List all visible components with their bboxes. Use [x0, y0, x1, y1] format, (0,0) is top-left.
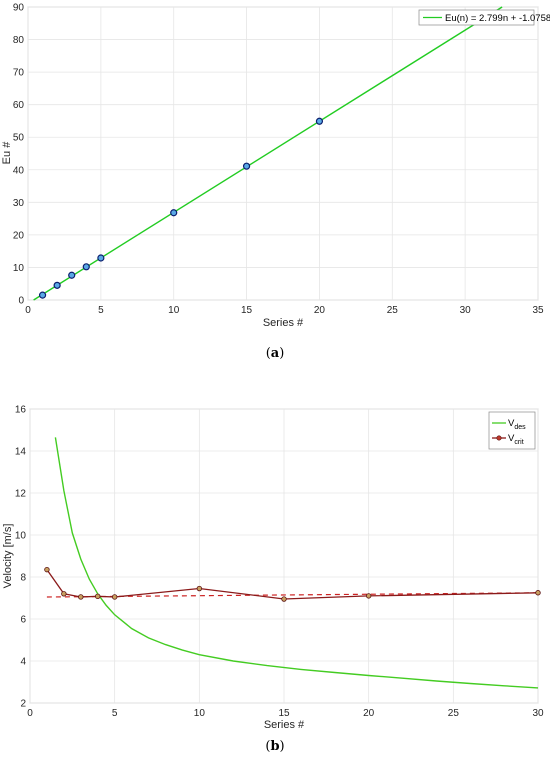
- panel-b-y-tick-label: 8: [20, 573, 26, 584]
- panel-a-y-tick-label: 10: [13, 263, 25, 274]
- panel-b-y-tick-label: 14: [15, 447, 27, 458]
- panel-a-eu-chart: 0 5 10 15 20 25 30 35 0 10 20 30 40 50 60 70 80 90 Series…: [1, 3, 550, 362]
- panel-b-y-tick-label: 12: [15, 489, 27, 500]
- panel-b-y-axis-label: Velocity [m/s]: [2, 524, 14, 589]
- panel-a-legend-fit-label: Eu(n) = 2.799n + -1.0758: [445, 13, 550, 24]
- panel-b-marks: [44, 437, 541, 689]
- panel-b-y-tick-label: 2: [20, 699, 26, 710]
- panel-b-vcrit-point: [95, 593, 101, 600]
- panel-a-legend-box: [418, 9, 535, 26]
- panel-b-y-tick-label: 6: [20, 615, 26, 626]
- panel-a-data-point: [68, 271, 76, 279]
- panel-b-x-tick-label: 25: [448, 708, 460, 719]
- panel-b-x-axis-label: Series #: [264, 719, 305, 731]
- panel-a-caption-letter: a: [271, 346, 280, 361]
- panel-b-caption-close: ): [280, 739, 285, 754]
- panel-a-y-tick-label: 40: [13, 165, 25, 176]
- panel-b-y-tick-label: 4: [20, 657, 26, 668]
- panel-a-data-point: [38, 291, 47, 299]
- panel-b-vcrit-point: [78, 594, 84, 600]
- panel-b-vdes-curve: [54, 437, 539, 689]
- panel-b-caption-open: (: [265, 739, 270, 754]
- panel-a-data-point: [242, 162, 251, 170]
- panel-b-legend-box: [488, 411, 536, 450]
- panel-a-x-tick-label: 20: [314, 305, 326, 316]
- panel-b-vcrit-trend-line: [46, 592, 539, 598]
- panel-b-legend-vcrit-sub: crit: [514, 439, 523, 446]
- panel-b-vcrit-point: [281, 596, 287, 602]
- panel-b-x-tick-label: 5: [112, 708, 118, 719]
- panel-b-legend-vdes-label: Vdes: [508, 418, 526, 431]
- panel-a-x-tick-label: 30: [460, 305, 472, 316]
- panel-a-x-tick-label: 5: [98, 305, 104, 316]
- panel-b-vcrit-point: [61, 591, 67, 597]
- panel-b-legend-vdes-main: V: [508, 418, 515, 429]
- panel-b-vcrit-point: [535, 590, 541, 596]
- panel-b-x-tick-label: 0: [27, 708, 33, 719]
- panel-a-y-axis-label: Eu #: [1, 141, 13, 165]
- panel-a-y-tick-label: 70: [13, 68, 25, 79]
- panel-b-x-tick-label: 20: [363, 708, 375, 719]
- panel-a-x-tick-label: 10: [168, 305, 180, 316]
- panel-b-vcrit-point: [196, 585, 203, 592]
- panel-b-legend-vdes-sub: des: [514, 424, 526, 431]
- panel-a-y-tick-label: 20: [13, 230, 25, 241]
- panel-a-caption-close: ): [279, 346, 284, 361]
- panel-b-vcrit-point: [365, 593, 372, 599]
- panel-b-velocity-chart: 0 5 10 15 20 25 30 2 4 6 8 10 12 14 16 Series # Veloci…: [2, 405, 544, 755]
- panel-a-data-point: [170, 209, 178, 217]
- panel-a-caption: (a): [266, 346, 285, 361]
- panel-a-x-tick-label: 25: [387, 305, 399, 316]
- panel-a-x-tick-label: 15: [241, 305, 253, 316]
- panel-a-fit-line: [33, 6, 503, 301]
- panel-a-grid: [27, 6, 539, 301]
- panel-b-y-tick-label: 10: [15, 531, 27, 542]
- panel-b-legend-vcrit-marker: [496, 435, 502, 441]
- panel-b-caption-letter: b: [270, 739, 279, 754]
- panel-a-data-point: [315, 117, 324, 125]
- panel-a-x-axis-label: Series #: [263, 317, 304, 329]
- panel-a-caption-open: (: [266, 346, 271, 361]
- panel-b-caption: (b): [265, 739, 284, 754]
- panel-b-vcrit-point: [111, 594, 118, 600]
- panel-a-marks: [33, 6, 503, 301]
- panel-b-legend-vcrit-label: Vcrit: [508, 433, 524, 446]
- panel-b-x-tick-label: 30: [532, 708, 544, 719]
- panel-a-data-point: [97, 254, 105, 262]
- panel-a-y-tick-label: 50: [13, 133, 25, 144]
- panel-a-y-tick-label: 90: [13, 3, 25, 14]
- panel-b-vcrit-point: [44, 566, 50, 573]
- panel-a-tick-labels: 0 5 10 15 20 25 30 35 0 10 20 30 40 50 60 70 80 90: [13, 3, 544, 317]
- panel-b-x-tick-label: 15: [278, 708, 290, 719]
- panel-a-y-tick-label: 80: [13, 35, 25, 46]
- panel-a-y-tick-label: 0: [18, 296, 24, 307]
- panel-b-tick-labels: 0 5 10 15 20 25 30 2 4 6 8 10 12 14 16: [15, 405, 544, 720]
- panel-b-legend: Vdes Vcrit: [488, 411, 536, 450]
- panel-a-x-tick-label: 35: [532, 305, 544, 316]
- panel-b-x-tick-label: 10: [194, 708, 206, 719]
- panel-b-y-tick-label: 16: [15, 405, 27, 416]
- panel-a-legend: Eu(n) = 2.799n + -1.0758: [418, 9, 550, 26]
- panel-a-y-tick-label: 60: [13, 100, 25, 111]
- panel-b-legend-vcrit-main: V: [508, 433, 515, 444]
- panel-a-y-tick-label: 30: [13, 198, 25, 209]
- panel-a-data-point: [82, 263, 90, 271]
- panel-a-x-tick-label: 0: [25, 305, 31, 316]
- panel-b-grid: [29, 408, 539, 704]
- panel-a-data-point: [53, 281, 61, 289]
